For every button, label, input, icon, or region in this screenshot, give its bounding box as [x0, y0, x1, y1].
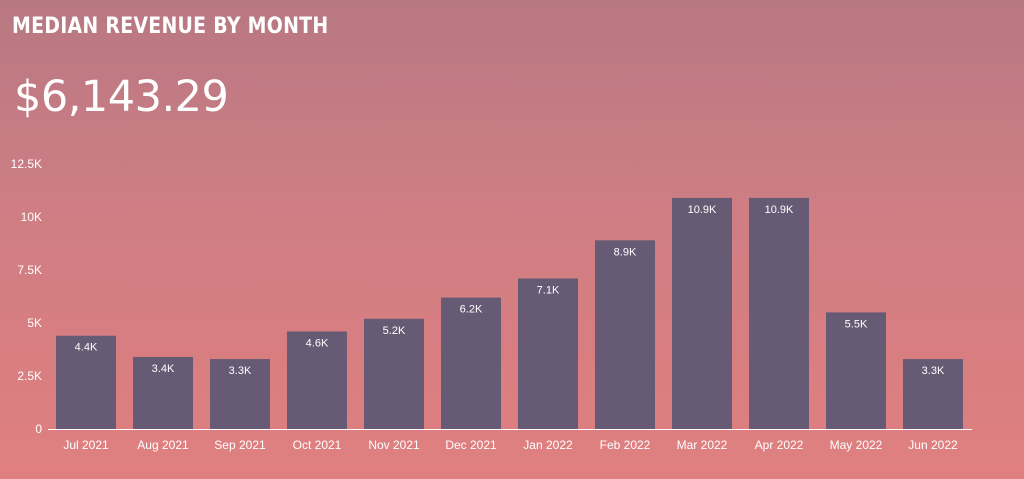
bar-data-label: 10.9K	[688, 204, 717, 216]
bar[interactable]	[903, 359, 963, 429]
bar[interactable]	[133, 356, 193, 429]
x-tick-label: Mar 2022	[677, 438, 728, 452]
bar-data-label: 4.4K	[75, 342, 98, 354]
bar-data-label: 3.3K	[922, 365, 945, 377]
y-tick-label: 7.5K	[17, 263, 42, 277]
x-tick-label: Jul 2021	[63, 438, 109, 452]
bar-data-label: 7.1K	[537, 284, 560, 296]
x-tick-label: Jan 2022	[523, 438, 573, 452]
bar-data-label: 3.3K	[229, 365, 252, 377]
x-tick-label: Aug 2021	[137, 438, 189, 452]
bar[interactable]	[826, 312, 886, 429]
x-tick-label: Dec 2021	[445, 438, 497, 452]
bar-data-label: 5.2K	[383, 325, 406, 337]
bar-data-label: 6.2K	[460, 304, 483, 316]
x-axis: Jul 2021 Aug 2021 Sep 2021 Oct 2021 Nov 2021…	[48, 429, 972, 452]
x-tick-label: Oct 2021	[293, 438, 342, 452]
bar-data-label: 3.4K	[152, 363, 175, 375]
x-tick-label: Nov 2021	[368, 438, 420, 452]
y-tick-label: 12.5K	[11, 157, 42, 171]
bars: 4.4K 3.4K 3.3K 4.6K 5.2K 6.2K 7.1K 8.9K 10.9K 10.…	[56, 197, 963, 429]
chart-title: MEDIAN REVENUE BY MONTH	[12, 14, 329, 39]
x-tick-label: Apr 2022	[755, 438, 804, 452]
bar[interactable]	[441, 297, 501, 429]
bar[interactable]	[364, 318, 424, 429]
bar[interactable]	[672, 197, 732, 429]
y-axis: 0 2.5K 5K 7.5K 10K 12.5K	[11, 157, 43, 436]
bar[interactable]	[287, 331, 347, 429]
y-tick-label: 2.5K	[17, 369, 42, 383]
bar-data-label: 8.9K	[614, 246, 637, 258]
bar[interactable]	[518, 278, 578, 429]
median-revenue-value: $6,143.29	[14, 72, 229, 122]
bar[interactable]	[56, 335, 116, 429]
x-tick-label: Jun 2022	[908, 438, 958, 452]
x-tick-label: Feb 2022	[600, 438, 651, 452]
bar[interactable]	[595, 240, 655, 429]
x-tick-label: Sep 2021	[214, 438, 266, 452]
bar-data-label: 4.6K	[306, 337, 329, 349]
bar[interactable]	[749, 197, 809, 429]
bar[interactable]	[210, 359, 270, 429]
y-tick-label: 10K	[21, 210, 42, 224]
y-tick-label: 0	[35, 422, 42, 436]
x-tick-label: May 2022	[830, 438, 883, 452]
y-tick-label: 5K	[27, 316, 42, 330]
bar-data-label: 5.5K	[845, 318, 868, 330]
bar-data-label: 10.9K	[765, 204, 794, 216]
